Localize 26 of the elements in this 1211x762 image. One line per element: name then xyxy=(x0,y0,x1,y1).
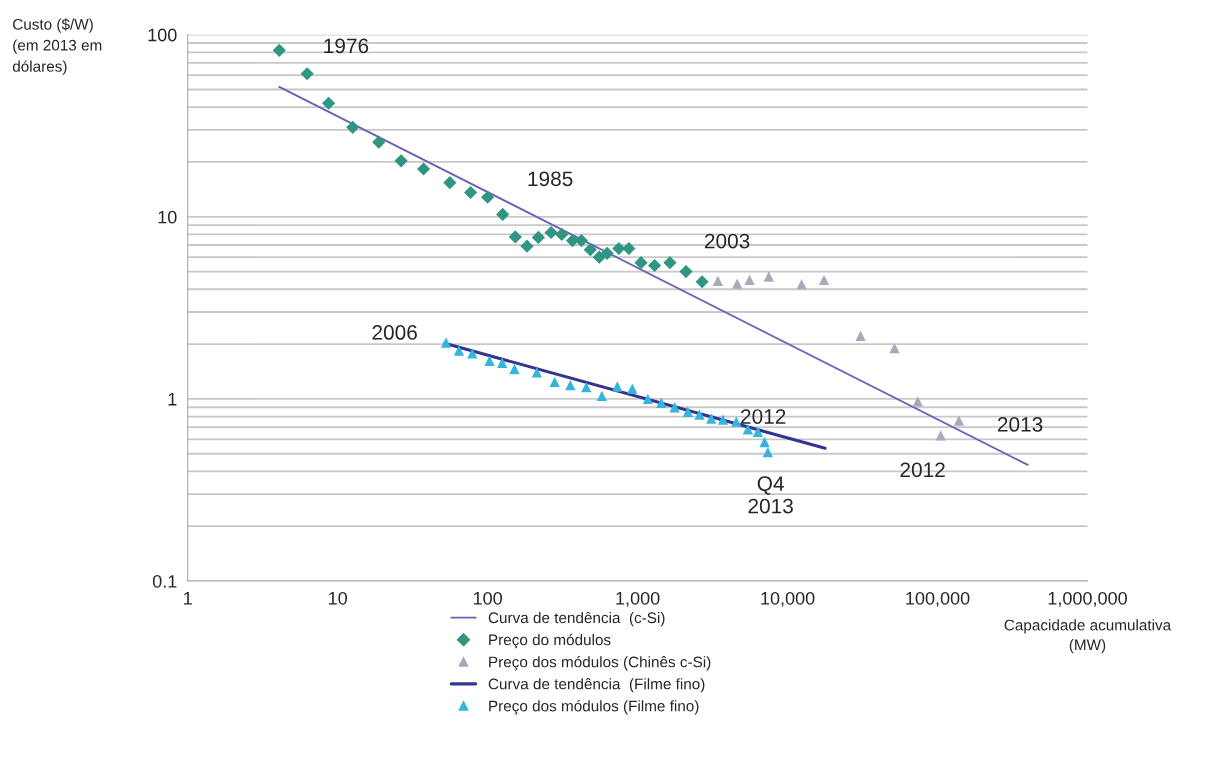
y-tick-label: 1 xyxy=(168,393,177,406)
y-tick-label: 10 xyxy=(158,210,177,224)
x-axis-title: Capacidade acumulativa (MW) xyxy=(1004,619,1172,654)
legend-label: Preço do módulos xyxy=(489,633,611,649)
legend-label: Curva de tendência (Filme fino) xyxy=(488,678,705,693)
x-tick-label: 1,000 xyxy=(616,591,660,607)
legend-label: Preço dos módulos (Filme fino) xyxy=(489,700,699,715)
x-tick-label: 10 xyxy=(329,591,347,605)
y-tick-label: 100 xyxy=(148,28,177,42)
annotation: 1976 xyxy=(324,38,369,54)
legend-label: Curva de tendência (c-Si) xyxy=(488,611,665,627)
x-tick-label: 10,000 xyxy=(761,591,815,607)
legend-label: Preço dos módulos (Chinês c-Si) xyxy=(489,655,711,671)
annotation: 2012 xyxy=(741,409,786,424)
annotation: 2003 xyxy=(704,233,750,249)
y-axis-title: Custo ($/W) (em 2013 em dólares) xyxy=(12,18,102,75)
x-tick-label: 1,000,000 xyxy=(1048,591,1127,607)
x-tick-label: 1 xyxy=(184,592,192,605)
annotation: 2006 xyxy=(372,325,417,340)
annotation: 2012 xyxy=(900,462,945,478)
annotation: 1985 xyxy=(528,171,573,187)
y-tick-label: 0.1 xyxy=(152,574,177,588)
x-tick-label: 100 xyxy=(473,591,502,605)
annotation: 2013 xyxy=(997,417,1043,432)
x-tick-label: 100,000 xyxy=(906,591,970,607)
annotation: Q4 2013 xyxy=(748,476,793,514)
